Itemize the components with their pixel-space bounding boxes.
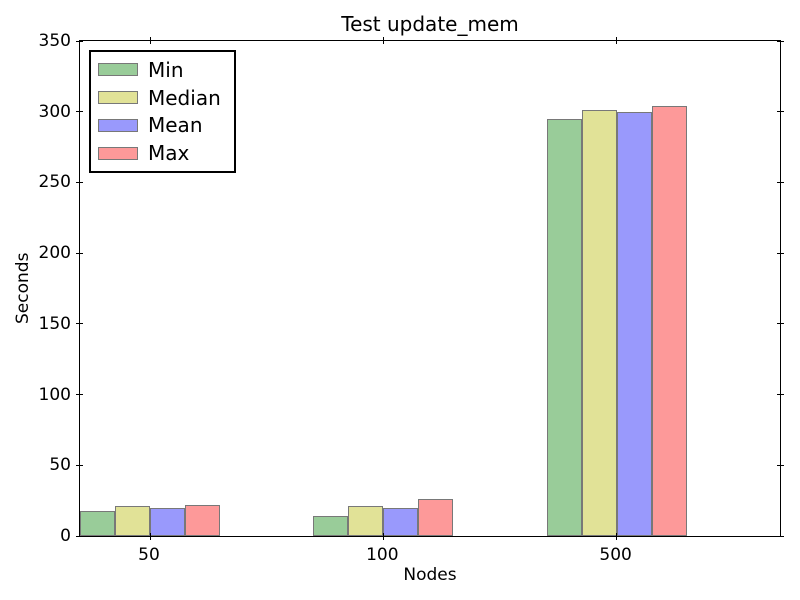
legend-swatch-mean-icon [98,118,138,132]
legend-label: Max [148,141,190,166]
bar-max-100 [418,499,454,536]
y-tick-labels: 0 50 100 150 200 250 300 350 [0,33,71,545]
bar-median-50 [115,506,150,536]
y-tick-right [777,535,784,537]
chart-title: Test update_mem [341,12,519,36]
legend-item-min: Min [91,58,234,82]
x-tick-top [616,37,618,44]
x-tick-labels: 50 100 500 [79,546,781,566]
bar-median-500 [581,110,617,536]
y-tick-left [76,181,83,183]
bar-min-500 [546,118,582,536]
legend-swatch-median-icon [98,91,138,105]
y-tick-right [777,252,784,254]
x-tick-bottom [149,533,151,540]
y-tick-label: 350 [38,31,71,51]
y-tick-left [76,535,83,537]
y-tick-left [76,252,83,254]
y-tick-label: 150 [38,313,71,334]
y-tick-right [777,323,784,325]
y-tick-left [76,323,83,325]
y-tick-label: 250 [38,172,71,193]
legend-label: Median [148,85,221,110]
x-axis-label: Nodes [403,565,457,585]
y-tick-left [76,40,83,42]
legend-item-median: Median [91,86,234,110]
plot-area [76,37,784,540]
y-tick-label: 100 [38,384,71,405]
y-tick-label: 50 [49,455,71,476]
bar-mean-500 [616,111,652,536]
legend-label: Min [148,57,184,82]
x-tick-top [382,37,384,44]
x-tick-bottom [382,533,384,540]
x-tick-top [149,37,151,44]
legend-label: Mean [148,113,203,138]
x-tick-label: 50 [138,545,160,565]
y-tick-left [76,394,83,396]
legend-item-mean: Mean [91,113,234,137]
legend-item-max: Max [91,141,234,165]
legend-swatch-max-icon [98,146,138,160]
y-tick-label: 300 [38,101,71,122]
y-tick-left [76,111,83,113]
y-tick-label: 0 [60,526,71,546]
bar-mean-100 [383,507,419,536]
bar-max-500 [651,106,687,536]
bar-median-100 [348,506,384,536]
x-tick-label: 100 [366,545,399,565]
legend: Min Median Mean Max [89,50,236,173]
x-tick-bottom [616,533,618,540]
y-tick-right [777,394,784,396]
y-tick-right [777,181,784,183]
x-tick-label: 500 [599,545,632,565]
y-tick-right [777,111,784,113]
y-tick-label: 200 [38,243,71,264]
y-tick-right [777,40,784,42]
y-tick-left [76,464,83,466]
bar-min-50 [80,510,115,536]
bar-max-50 [185,504,220,536]
y-tick-right [777,464,784,466]
bar-mean-50 [150,507,185,536]
legend-swatch-min-icon [98,63,138,77]
bar-min-100 [313,516,349,536]
